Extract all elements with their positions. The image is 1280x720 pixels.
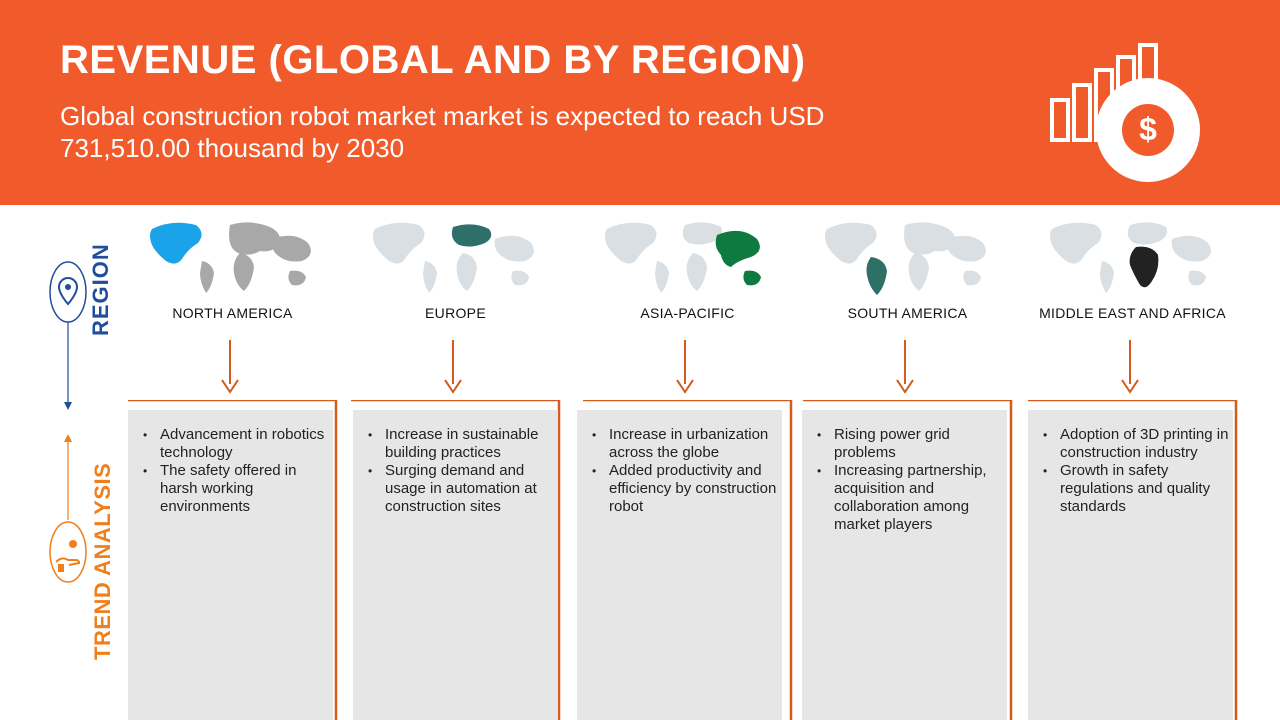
list-item: Advancement in robotics technology	[143, 426, 333, 462]
list-item: Increase in sustainable building practic…	[368, 426, 558, 462]
down-arrow-icon	[444, 340, 462, 394]
region-axis-label: REGION	[88, 243, 113, 336]
region-name: SOUTH AMERICA	[847, 305, 968, 321]
down-arrow-icon	[1121, 340, 1139, 394]
down-arrow-icon	[676, 340, 694, 394]
trend-card: Increase in urbanization across the glob…	[577, 410, 782, 720]
list-item: Growth in safety regulations and quality…	[1043, 462, 1233, 516]
down-arrow-icon	[221, 340, 239, 394]
region-column-south-america: SOUTH AMERICA Rising power grid problems…	[795, 215, 1020, 720]
card-frame	[351, 400, 561, 720]
trend-card: Rising power grid problems Increasing pa…	[802, 410, 1007, 720]
trend-list: Increase in urbanization across the glob…	[577, 410, 782, 516]
page-subtitle: Global construction robot market market …	[60, 101, 825, 163]
trend-list: Rising power grid problems Increasing pa…	[802, 410, 1007, 534]
page-title: REVENUE (GLOBAL AND BY REGION)	[60, 38, 806, 82]
card-frame	[1028, 400, 1238, 720]
world-map-north-america-icon	[150, 222, 311, 293]
world-map-middle-east-africa-icon	[1050, 222, 1211, 293]
region-name: ASIA-PACIFIC	[640, 305, 735, 321]
region-column-middle-east-africa: MIDDLE EAST AND AFRICA Adoption of 3D pr…	[1020, 215, 1245, 720]
list-item: Adoption of 3D printing in construction …	[1043, 426, 1233, 462]
left-rail-graphic	[49, 261, 87, 583]
location-pin-icon	[49, 261, 87, 323]
list-item: Increasing partnership, acquisition and …	[817, 462, 1007, 534]
hand-money-icon	[49, 521, 87, 583]
card-frame	[803, 400, 1013, 720]
list-item: Rising power grid problems	[817, 426, 1007, 462]
trend-list: Advancement in robotics technology The s…	[128, 410, 333, 516]
list-item: Increase in urbanization across the glob…	[592, 426, 782, 462]
region-column-europe: EUROPE Increase in sustainable building …	[343, 215, 568, 720]
trend-card: Adoption of 3D printing in construction …	[1028, 410, 1233, 720]
trend-card: Increase in sustainable building practic…	[353, 410, 558, 720]
header-banner: REVENUE (GLOBAL AND BY REGION) Global co…	[0, 0, 1280, 205]
card-frame	[583, 400, 793, 720]
svg-text:$: $	[1139, 111, 1157, 147]
world-map-asia-pacific-icon	[605, 222, 761, 293]
region-column-north-america: NORTH AMERICA Advancement in robotics te…	[120, 215, 345, 720]
trend-list: Increase in sustainable building practic…	[353, 410, 558, 516]
region-name: MIDDLE EAST AND AFRICA	[1039, 305, 1226, 321]
list-item: Added productivity and efficiency by con…	[592, 462, 782, 516]
list-item: Surging demand and usage in automation a…	[368, 462, 558, 516]
region-name: EUROPE	[425, 305, 486, 321]
region-name: NORTH AMERICA	[172, 305, 293, 321]
trend-card: Advancement in robotics technology The s…	[128, 410, 333, 720]
list-item: The safety offered in harsh working envi…	[143, 462, 333, 516]
region-column-asia-pacific: ASIA-PACIFIC Increase in urbanization ac…	[575, 215, 800, 720]
revenue-chart-dollar-icon: $	[1050, 43, 1200, 182]
trend-analysis-axis-label: TREND ANALYSIS	[90, 462, 115, 660]
world-map-south-america-icon	[825, 222, 986, 295]
trend-list: Adoption of 3D printing in construction …	[1028, 410, 1233, 516]
down-arrow-icon	[896, 340, 914, 394]
world-map-europe-icon	[373, 222, 534, 293]
card-frame	[128, 400, 338, 720]
